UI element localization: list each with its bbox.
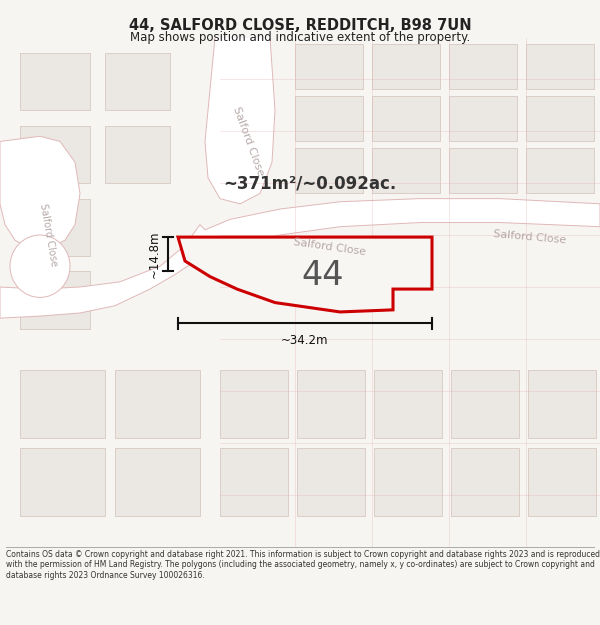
Text: Contains OS data © Crown copyright and database right 2021. This information is : Contains OS data © Crown copyright and d… (6, 550, 600, 580)
Bar (220, 370, 288, 438)
Bar (449, 44, 517, 89)
Text: ~14.8m: ~14.8m (148, 231, 161, 278)
Text: ~371m²/~0.092ac.: ~371m²/~0.092ac. (223, 174, 397, 192)
Bar (295, 148, 363, 193)
Bar (20, 199, 90, 256)
Bar (297, 370, 365, 438)
Text: 44, SALFORD CLOSE, REDDITCH, B98 7UN: 44, SALFORD CLOSE, REDDITCH, B98 7UN (128, 18, 472, 32)
Bar (374, 370, 442, 438)
Bar (297, 448, 365, 516)
Bar (528, 448, 596, 516)
Bar (20, 53, 90, 110)
Bar (220, 448, 288, 516)
Circle shape (10, 235, 70, 298)
Bar (105, 126, 170, 183)
Bar (115, 370, 200, 438)
Bar (115, 448, 200, 516)
Text: Salford Close: Salford Close (38, 202, 58, 268)
Text: Salford Close: Salford Close (293, 238, 367, 258)
Bar (372, 44, 440, 89)
Bar (528, 370, 596, 438)
Bar (451, 370, 519, 438)
Text: 44: 44 (301, 259, 344, 292)
Bar (20, 126, 90, 183)
Polygon shape (0, 136, 80, 249)
Bar (372, 96, 440, 141)
Bar (449, 148, 517, 193)
Bar (451, 448, 519, 516)
Bar (20, 448, 105, 516)
Bar (295, 44, 363, 89)
Bar (526, 44, 594, 89)
Bar (526, 96, 594, 141)
Bar (449, 96, 517, 141)
Bar (20, 271, 90, 329)
Bar (295, 96, 363, 141)
Text: Salford Close: Salford Close (493, 229, 567, 245)
Polygon shape (178, 237, 432, 312)
Bar (20, 370, 105, 438)
Bar (105, 53, 170, 110)
Text: Map shows position and indicative extent of the property.: Map shows position and indicative extent… (130, 31, 470, 44)
Bar (372, 148, 440, 193)
Text: ~34.2m: ~34.2m (281, 334, 329, 346)
Text: Salford Close: Salford Close (231, 106, 265, 177)
Bar (374, 448, 442, 516)
Bar (526, 148, 594, 193)
Polygon shape (205, 38, 275, 204)
Polygon shape (0, 199, 600, 318)
